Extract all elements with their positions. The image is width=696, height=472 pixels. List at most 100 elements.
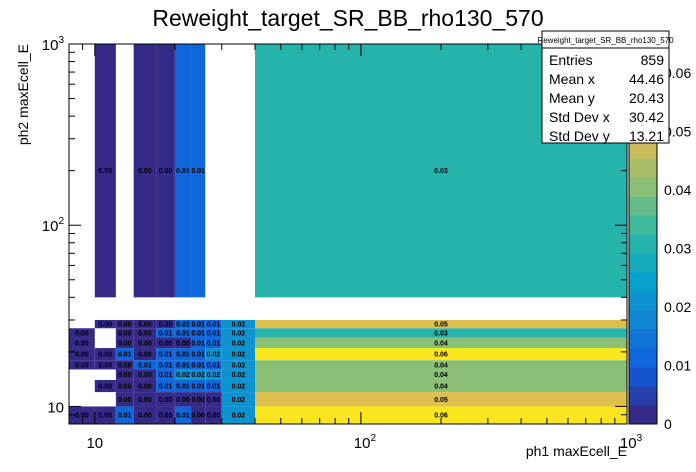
cell-value-label: 0.00 — [138, 384, 152, 391]
cell-value-label: 0.01 — [191, 330, 205, 337]
cell-value-label: 0.00 — [138, 168, 152, 175]
heatmap-cell — [205, 328, 222, 338]
cell-value-label: 0.00 — [75, 330, 89, 337]
palette-swatch — [629, 196, 657, 216]
heatmap-cell — [174, 406, 192, 424]
heatmap-cells — [69, 44, 627, 424]
cell-value-label: 0.00 — [99, 352, 113, 359]
heatmap-cell — [115, 379, 134, 393]
cell-value-label: 0.03 — [434, 168, 448, 175]
heatmap-cell — [133, 44, 157, 298]
cell-value-label: 0.01 — [207, 362, 221, 369]
cell-value-label: 0.02 — [232, 397, 246, 404]
cell-value-label: 0.02 — [232, 362, 246, 369]
heatmap-cell — [156, 392, 175, 407]
heatmap-cell — [133, 392, 157, 407]
heatmap-cell — [115, 369, 134, 380]
heatmap-cell — [69, 360, 95, 370]
cell-value-label: 0.00 — [191, 397, 205, 404]
cell-value-label: 0.02 — [232, 352, 246, 359]
cell-value-label: 0.02 — [176, 372, 190, 379]
heatmap-cell — [221, 348, 255, 361]
cell-value-label: 0.00 — [99, 168, 113, 175]
cell-value-label: 0.01 — [191, 362, 205, 369]
cell-value-label: 0.01 — [176, 352, 190, 359]
cell-value-label: 0.00 — [207, 397, 221, 404]
palette-swatch — [629, 234, 657, 254]
cell-value-label: 0.02 — [232, 340, 246, 347]
cell-value-label: 0.01 — [159, 372, 173, 379]
cell-value-label: 0.00 — [75, 362, 89, 369]
palette-swatch — [629, 215, 657, 235]
heatmap-cell — [69, 348, 95, 361]
cell-value-label: 0.00 — [138, 340, 152, 347]
cell-value-label: 0.00 — [99, 362, 113, 369]
stats-label: Std Dev x — [549, 109, 610, 125]
heatmap-cell — [94, 44, 116, 298]
cell-value-label: 0.01 — [176, 322, 190, 329]
palette-swatch — [629, 405, 657, 425]
heatmap-cell — [191, 44, 206, 298]
stats-value: 13.21 — [629, 128, 664, 144]
heatmap-cell — [156, 360, 175, 370]
heatmap-cell — [191, 319, 206, 329]
cell-value-label: 0.01 — [207, 340, 221, 347]
heatmap-cell — [221, 379, 255, 393]
cell-value-label: 0.02 — [232, 384, 246, 391]
cell-value-label: 0.00 — [118, 330, 132, 337]
heatmap-cell — [69, 328, 95, 338]
cell-value-label: 0.00 — [138, 322, 152, 329]
cell-value-label: 0.06 — [434, 352, 448, 359]
heatmap-cell — [255, 348, 627, 361]
heatmap-cell — [94, 319, 116, 329]
cell-value-label: 0.00 — [138, 352, 152, 359]
heatmap-cell — [255, 369, 627, 380]
palette-swatch — [629, 272, 657, 292]
heatmap-cell — [221, 337, 255, 349]
stats-value: 20.43 — [629, 90, 664, 106]
heatmap-cell — [205, 392, 222, 407]
palette-swatch — [629, 386, 657, 406]
cell-value-label: 0.01 — [176, 413, 190, 420]
palette-swatch — [629, 291, 657, 311]
cell-value-label: 0.02 — [232, 322, 246, 329]
heatmap-cell — [255, 360, 627, 370]
heatmap-cell — [174, 348, 192, 361]
heatmap-cell — [191, 369, 206, 380]
cell-value-label: 0.04 — [434, 340, 448, 347]
cell-value-label: 0.01 — [191, 168, 205, 175]
palette-tick-label: 0.02 — [664, 299, 691, 315]
heatmap-cell — [205, 379, 222, 393]
heatmap-cell — [221, 360, 255, 370]
cell-value-label: 0.00 — [191, 413, 205, 420]
heatmap-cell — [94, 348, 116, 361]
heatmap-cell — [221, 406, 255, 424]
palette-tick-label: 0.01 — [664, 358, 691, 374]
cell-value-label: 0.00 — [138, 372, 152, 379]
palette-swatch — [629, 177, 657, 197]
heatmap-cell — [156, 328, 175, 338]
cell-value-label: 0.00 — [207, 413, 221, 420]
cell-value-label: 0.00 — [159, 397, 173, 404]
heatmap-cell — [94, 379, 116, 393]
stats-label: Std Dev y — [549, 128, 610, 144]
heatmap-cell — [133, 319, 157, 329]
cell-value-label: 0.01 — [191, 340, 205, 347]
heatmap-cell — [156, 44, 175, 298]
cell-value-label: 0.02 — [232, 330, 246, 337]
heatmap-cell — [255, 319, 627, 329]
heatmap-cell — [115, 406, 134, 424]
cell-value-label: 0.01 — [176, 362, 190, 369]
chart-title: Reweight_target_SR_BB_rho130_570 — [152, 5, 543, 31]
cell-value-label: 0.01 — [118, 413, 132, 420]
y-axis-title: ph2 maxEcell_E — [15, 44, 31, 145]
cell-value-label: 0.00 — [75, 413, 89, 420]
cell-value-label: 0.01 — [118, 352, 132, 359]
cell-value-label: 0.02 — [232, 372, 246, 379]
heatmap-cell — [115, 328, 134, 338]
heatmap-cell — [133, 406, 157, 424]
heatmap-cell — [221, 392, 255, 407]
cell-value-label: 0.00 — [118, 322, 132, 329]
cell-value-label: 0.01 — [191, 322, 205, 329]
